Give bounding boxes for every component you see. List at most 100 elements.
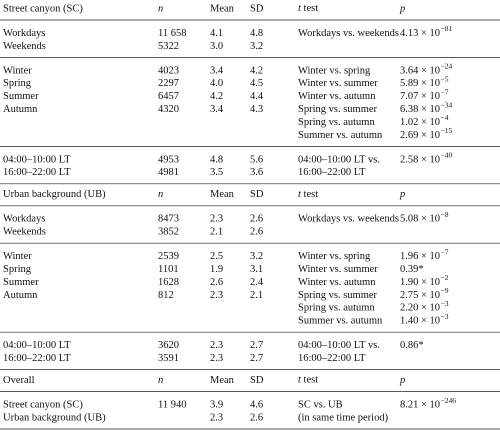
cell: 11 658 (158, 28, 187, 39)
column-header: SD (250, 3, 264, 14)
cell: 2.3 (210, 214, 223, 225)
p-value: 4.13 × 10 (400, 28, 440, 39)
cell: 3.4 (210, 65, 224, 76)
test-label: 16:00–22:00 LT (298, 167, 366, 178)
test-label: Summer vs. autumn (298, 130, 383, 141)
cell: 3.0 (210, 41, 223, 52)
test-label: Winter vs. autumn (298, 277, 376, 288)
column-header: t test (298, 3, 318, 14)
p-value: 5.08 × 10 (400, 214, 440, 225)
test-label: Spring vs. autumn (298, 303, 375, 314)
test-label: Summer vs. autumn (298, 316, 383, 327)
cell: 3.5 (210, 167, 223, 178)
cell: Weekends (3, 41, 46, 52)
column-header: n (158, 189, 163, 200)
test-label: SC vs. UB (298, 400, 343, 411)
p-exponent: −24 (441, 62, 453, 71)
column-header: Mean (210, 375, 235, 386)
cell: Summer (3, 277, 39, 288)
column-header: t test (298, 189, 318, 200)
column-header: Mean (210, 3, 235, 14)
cell: Summer (3, 91, 39, 102)
p-value: 1.96 × 10 (400, 251, 440, 262)
p-value: 1.02 × 10 (400, 117, 440, 128)
column-header: p (399, 375, 405, 386)
p-exponent: −8 (441, 210, 449, 219)
cell: 3852 (158, 227, 179, 238)
cell: 2.4 (250, 277, 264, 288)
p-value: 6.38 × 10 (400, 104, 440, 115)
cell: 4.2 (250, 65, 263, 76)
cell: 4.2 (210, 91, 223, 102)
p-exponent: −81 (441, 24, 453, 33)
cell: 2.3 (210, 340, 223, 351)
cell: 3591 (158, 353, 179, 364)
p-value: 8.21 × 10 (400, 400, 440, 411)
cell: 4.5 (250, 78, 263, 89)
cell: 2.6 (250, 227, 263, 238)
column-header: Mean (210, 189, 235, 200)
cell: Workdays (3, 214, 45, 225)
p-value: 7.07 × 10 (400, 91, 440, 102)
cell: 3.4 (210, 104, 224, 115)
cell: Urban background (UB) (3, 412, 106, 423)
p-value: 2.69 × 10 (400, 130, 440, 141)
p-exponent: −9 (441, 286, 449, 295)
test-label: Workdays vs. weekends (298, 214, 399, 225)
cell: 2.7 (250, 353, 263, 364)
p-exponent: −7 (441, 247, 449, 256)
cell: 2.3 (210, 290, 223, 301)
test-label: 04:00–10:00 LT vs. (298, 154, 380, 165)
cell: 2.6 (210, 277, 223, 288)
p-exponent: −3 (441, 312, 449, 321)
cell: 4953 (158, 154, 179, 165)
column-header: Overall (3, 375, 35, 386)
cell: Spring (3, 78, 32, 89)
test-label: (in same time period) (298, 412, 389, 423)
cell: 4.4 (250, 91, 264, 102)
test-label: Winter vs. spring (298, 251, 371, 262)
column-header: p (399, 3, 405, 14)
cell: 8473 (158, 214, 179, 225)
cell: 4.8 (250, 28, 263, 39)
cell: Autumn (3, 290, 38, 301)
cell: 2.6 (250, 214, 263, 225)
column-header: Urban background (UB) (3, 189, 106, 200)
p-value: 5.89 × 10 (400, 78, 440, 89)
p-exponent: −34 (441, 100, 453, 109)
cell: 2.5 (210, 251, 223, 262)
test-label: 16:00–22:00 LT (298, 353, 366, 364)
cell: 5.6 (250, 154, 263, 165)
cell: 3.2 (250, 41, 263, 52)
p-exponent: −2 (441, 273, 449, 282)
test-label: Winter vs. summer (298, 264, 378, 275)
p-exponent: −3 (441, 299, 449, 308)
cell: 4981 (158, 167, 179, 178)
cell: 1.9 (210, 264, 223, 275)
cell: 2.6 (250, 412, 263, 423)
cell: 04:00–10:00 LT (3, 154, 71, 165)
test-label: Winter vs. spring (298, 65, 371, 76)
cell: Winter (3, 65, 32, 76)
cell: 2.7 (250, 340, 263, 351)
p-value: 0.86* (400, 340, 424, 351)
cell: 4.8 (210, 154, 223, 165)
test-label: Spring vs. autumn (298, 117, 375, 128)
cell: 5322 (158, 41, 179, 52)
p-exponent: −5 (441, 75, 449, 84)
column-header: p (399, 189, 405, 200)
cell: 4.0 (210, 78, 223, 89)
cell: 1628 (158, 277, 179, 288)
cell: 4320 (158, 104, 179, 115)
cell: Weekends (3, 227, 46, 238)
cell: 4.6 (250, 400, 263, 411)
cell: 4023 (158, 65, 179, 76)
cell: 3.9 (210, 400, 223, 411)
cell: 4.1 (210, 28, 223, 39)
cell: 6457 (158, 91, 179, 102)
test-label: 04:00–10:00 LT vs. (298, 340, 380, 351)
cell: Workdays (3, 28, 45, 39)
cell: 3620 (158, 340, 179, 351)
p-value: 1.90 × 10 (400, 277, 440, 288)
